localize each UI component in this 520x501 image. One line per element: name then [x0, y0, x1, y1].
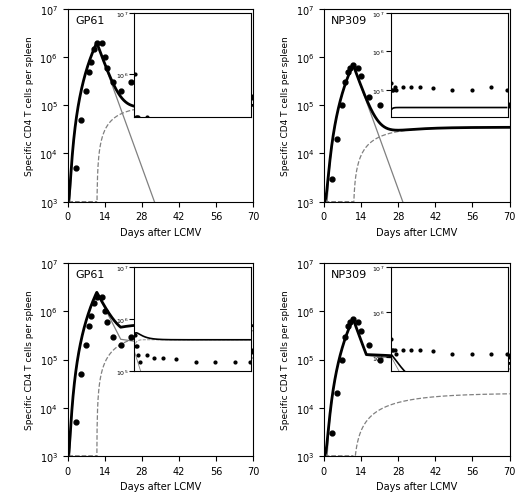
Y-axis label: Specific CD4 T cells per spleen: Specific CD4 T cells per spleen — [25, 290, 34, 429]
Text: GP61: GP61 — [75, 16, 105, 26]
X-axis label: Days after LCMV: Days after LCMV — [120, 227, 201, 237]
Text: NP309: NP309 — [331, 270, 368, 280]
Text: GP61: GP61 — [75, 270, 105, 280]
Y-axis label: Specific CD4 T cells per spleen: Specific CD4 T cells per spleen — [281, 37, 290, 176]
X-axis label: Days after LCMV: Days after LCMV — [376, 227, 458, 237]
X-axis label: Days after LCMV: Days after LCMV — [120, 481, 201, 491]
Text: NP309: NP309 — [331, 16, 368, 26]
Y-axis label: Specific CD4 T cells per spleen: Specific CD4 T cells per spleen — [281, 290, 290, 429]
X-axis label: Days after LCMV: Days after LCMV — [376, 481, 458, 491]
Y-axis label: Specific CD4 T cells per spleen: Specific CD4 T cells per spleen — [25, 37, 34, 176]
